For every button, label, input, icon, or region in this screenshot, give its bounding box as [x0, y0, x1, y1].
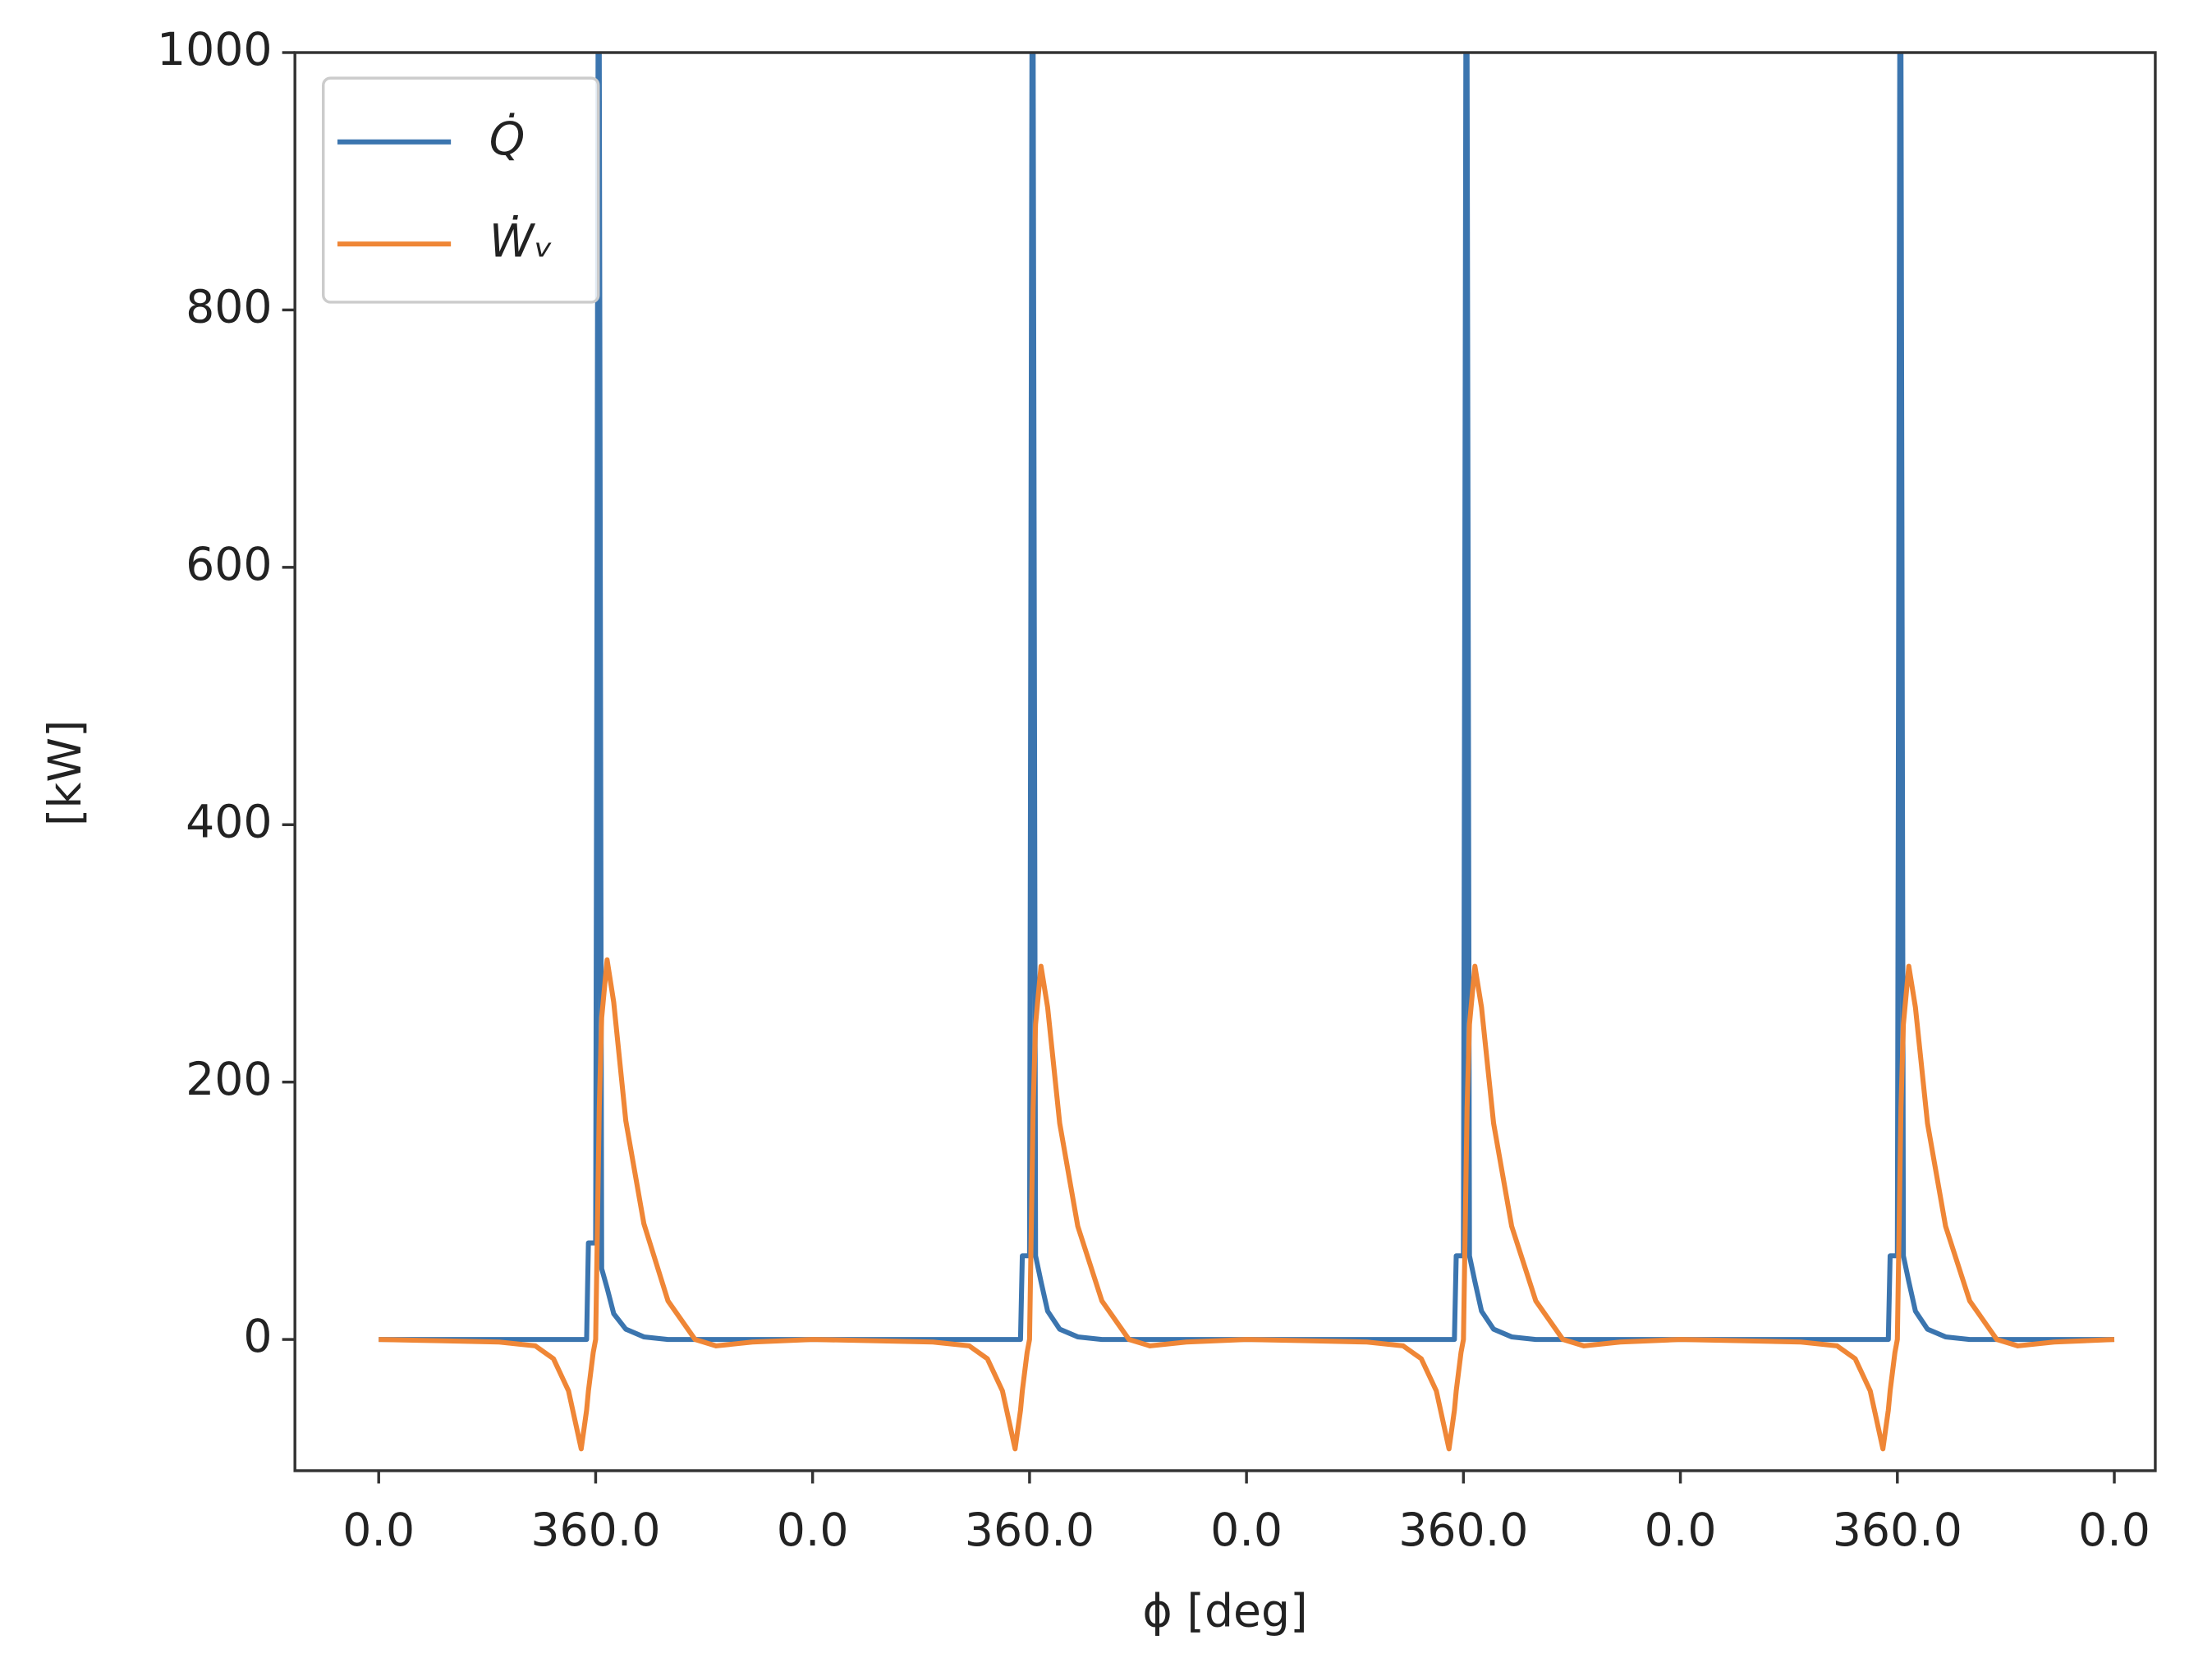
- y-tick-label: 600: [186, 539, 272, 591]
- x-tick-label: 360.0: [1833, 1504, 1962, 1557]
- x-tick-label: 0.0: [342, 1504, 415, 1557]
- x-tick-label: 360.0: [965, 1504, 1095, 1557]
- x-tick-label: 360.0: [1398, 1504, 1528, 1557]
- data-line: [379, 957, 2115, 1452]
- legend-label: Q̇: [489, 113, 525, 166]
- plot-area: [379, 53, 2115, 1452]
- legend-label: Ẇᵥ: [489, 215, 553, 268]
- y-tick-label: 0: [243, 1311, 272, 1363]
- axes-frame: [293, 51, 2157, 1472]
- y-axis-label: [kW]: [39, 719, 92, 826]
- x-tick-label: 0.0: [1645, 1504, 1717, 1557]
- y-tick-label: 800: [186, 282, 272, 334]
- y-tick-label: 1000: [157, 24, 273, 76]
- x-axis-label: ϕ [deg]: [1142, 1585, 1307, 1637]
- x-tick-label: 0.0: [2078, 1504, 2150, 1557]
- x-tick-label: 0.0: [777, 1504, 849, 1557]
- x-tick-label: 360.0: [530, 1504, 660, 1557]
- legend-box: [322, 76, 600, 304]
- y-tick-label: 400: [186, 796, 272, 848]
- legend: Q̇ Ẇᵥ: [322, 76, 600, 304]
- x-tick-label: 0.0: [1210, 1504, 1283, 1557]
- y-tick-label: 200: [186, 1054, 272, 1106]
